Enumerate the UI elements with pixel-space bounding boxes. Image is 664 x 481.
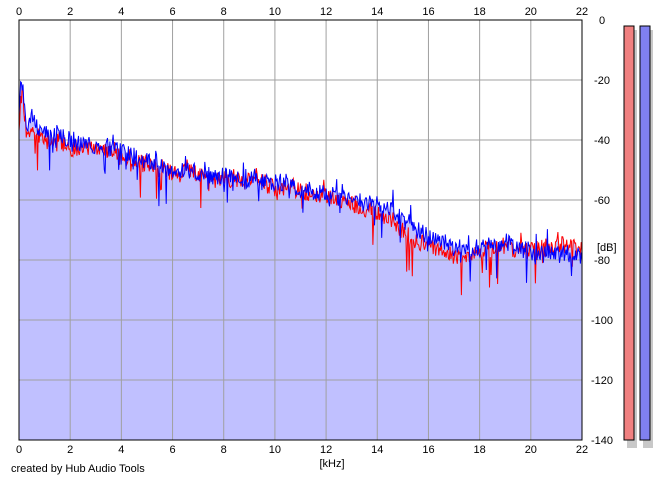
- y-tick-label: -120: [591, 375, 613, 387]
- x-tick-label-top: 4: [118, 6, 124, 18]
- credit-text: created by Hub Audio Tools: [11, 463, 145, 475]
- x-tick-label-top: 20: [525, 6, 537, 18]
- y-tick-label: -20: [594, 75, 610, 87]
- y-tick-label: -80: [594, 255, 610, 267]
- x-tick-label-top: 14: [371, 6, 383, 18]
- x-tick-label-top: 12: [320, 6, 332, 18]
- plot-frame: [18, 19, 583, 441]
- x-tick-label-top: 22: [576, 6, 588, 18]
- x-tick-label-top: 10: [269, 6, 281, 18]
- y-tick-label: 0: [599, 15, 605, 27]
- series-layer: [18, 80, 583, 296]
- x-tick-label-top: 0: [16, 6, 22, 18]
- x-tick-labels-top: 0 2 4 6 8 10 12 14 16 18 20 22: [16, 6, 588, 18]
- x-tick-label-bottom: 22: [576, 444, 588, 456]
- x-tick-label-bottom: 10: [269, 444, 281, 456]
- x-tick-label-bottom: 16: [422, 444, 434, 456]
- x-tick-label-bottom: 18: [474, 444, 486, 456]
- level-meter-bar: [623, 25, 635, 441]
- x-tick-label-top: 18: [474, 6, 486, 18]
- level-meter-bar: [639, 25, 651, 441]
- x-axis-label: [kHz]: [319, 458, 344, 470]
- y-tick-label: -60: [594, 195, 610, 207]
- level-meters: [623, 25, 653, 448]
- x-tick-label-top: 6: [169, 6, 175, 18]
- x-tick-label-bottom: 20: [525, 444, 537, 456]
- y-tick-labels: 0 -20 -40 -60 -80 -100 -120 -140: [591, 15, 613, 447]
- x-tick-label-bottom: 6: [169, 444, 175, 456]
- x-tick-label-bottom: 2: [67, 444, 73, 456]
- spectrum-series-line: [18, 80, 583, 283]
- x-tick-label-top: 16: [422, 6, 434, 18]
- y-tick-label: -140: [591, 435, 613, 447]
- x-tick-label-bottom: 8: [221, 444, 227, 456]
- spectrum-series-line: [18, 86, 583, 296]
- x-tick-label-top: 2: [67, 6, 73, 18]
- x-tick-label-bottom: 12: [320, 444, 332, 456]
- y-axis-label: [dB]: [597, 242, 617, 254]
- x-tick-labels-bottom: 0 2 4 6 8 10 12 14 16 18 20 22: [16, 444, 588, 456]
- x-tick-label-bottom: 14: [371, 444, 383, 456]
- x-tick-label-bottom: 4: [118, 444, 124, 456]
- y-tick-label: -40: [594, 135, 610, 147]
- y-tick-label: -100: [591, 315, 613, 327]
- x-tick-label-bottom: 0: [16, 444, 22, 456]
- x-tick-label-top: 8: [221, 6, 227, 18]
